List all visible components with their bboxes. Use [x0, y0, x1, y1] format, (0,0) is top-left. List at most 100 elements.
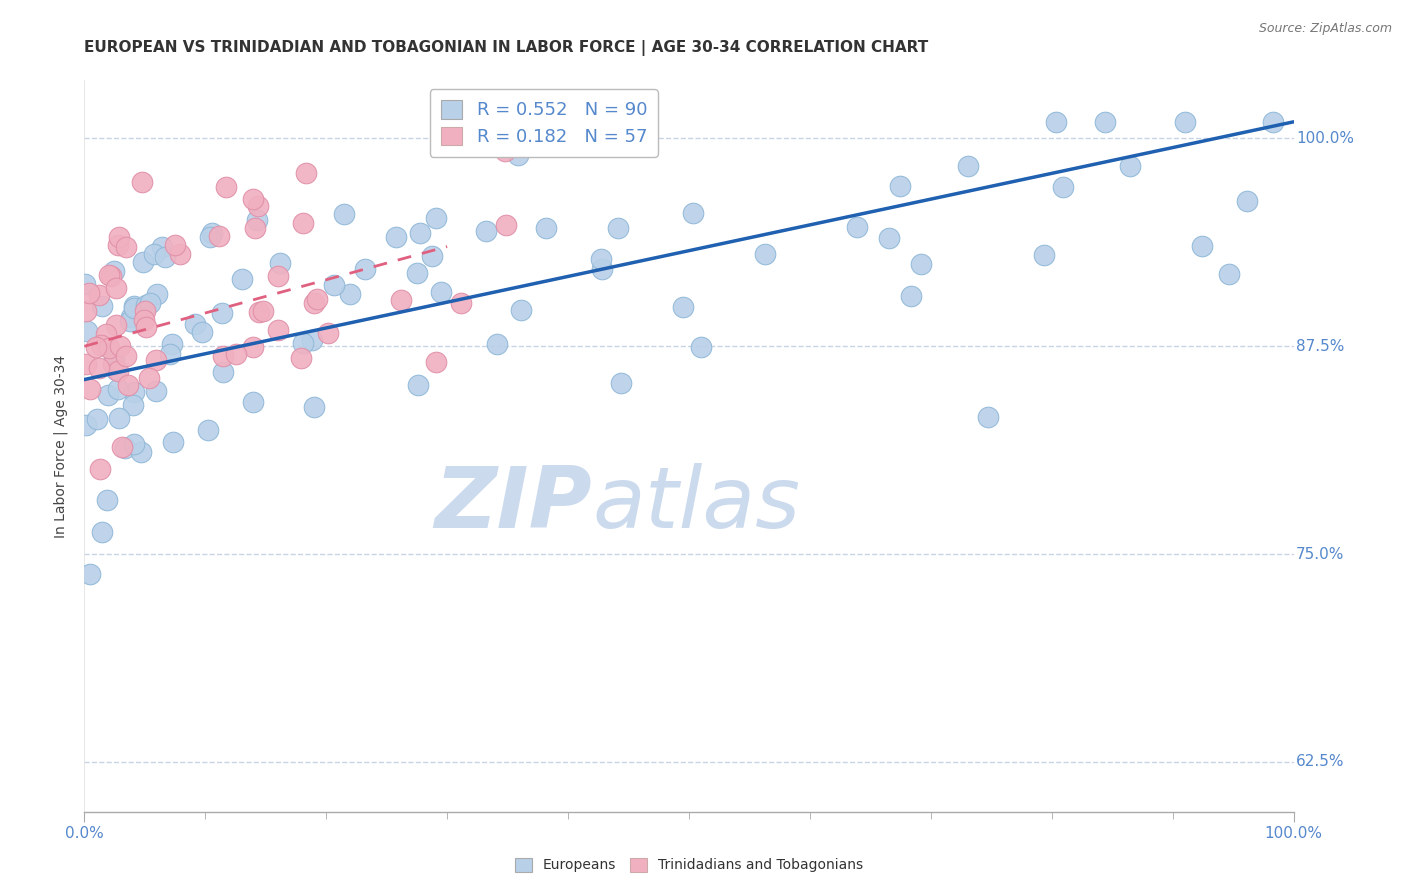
- Point: [682, 206, 704, 220]
- Point: [304, 295, 326, 310]
- Point: [98, 268, 121, 282]
- Point: [225, 347, 247, 361]
- Point: [135, 320, 157, 334]
- Point: [754, 247, 776, 261]
- Point: [91, 299, 114, 313]
- Point: [267, 268, 290, 283]
- Point: [509, 302, 531, 317]
- Point: [132, 255, 155, 269]
- Point: [118, 314, 141, 328]
- Point: [211, 365, 233, 379]
- Point: [291, 335, 314, 350]
- Text: ZIP: ZIP: [434, 463, 592, 546]
- Point: [122, 299, 145, 313]
- Point: [672, 300, 695, 314]
- Point: [75, 417, 97, 432]
- Point: [1094, 115, 1116, 129]
- Point: [425, 355, 447, 369]
- Point: [107, 364, 129, 378]
- Point: [246, 212, 269, 227]
- Text: 62.5%: 62.5%: [1296, 755, 1344, 769]
- Point: [111, 440, 134, 454]
- Point: [420, 248, 443, 262]
- Point: [160, 336, 183, 351]
- Point: [103, 352, 125, 367]
- Point: [430, 285, 453, 299]
- Point: [183, 317, 205, 331]
- Point: [208, 229, 231, 244]
- Point: [1174, 115, 1197, 129]
- Point: [89, 288, 111, 302]
- Text: 100.0%: 100.0%: [1296, 131, 1354, 146]
- Point: [91, 524, 114, 539]
- Point: [97, 388, 120, 402]
- Point: [1191, 238, 1213, 252]
- Point: [90, 337, 112, 351]
- Point: [86, 340, 108, 354]
- Text: Source: ZipAtlas.com: Source: ZipAtlas.com: [1258, 22, 1392, 36]
- Point: [169, 247, 191, 261]
- Point: [211, 306, 233, 320]
- Point: [245, 220, 267, 235]
- Point: [354, 261, 377, 276]
- Point: [122, 385, 145, 400]
- Point: [108, 229, 131, 244]
- Point: [1118, 159, 1140, 173]
- Point: [197, 423, 219, 437]
- Point: [1052, 180, 1074, 194]
- Point: [461, 137, 484, 152]
- Point: [471, 131, 494, 145]
- Point: [495, 219, 517, 233]
- Point: [242, 340, 264, 354]
- Point: [302, 401, 325, 415]
- Point: [610, 376, 633, 390]
- Point: [956, 159, 979, 173]
- Point: [117, 377, 139, 392]
- Point: [406, 377, 429, 392]
- Point: [242, 192, 264, 206]
- Point: [333, 207, 356, 221]
- Point: [389, 293, 412, 307]
- Point: [231, 272, 253, 286]
- Point: [96, 493, 118, 508]
- Point: [107, 410, 129, 425]
- Point: [1033, 248, 1056, 262]
- Point: [132, 313, 155, 327]
- Point: [76, 324, 98, 338]
- Text: EUROPEAN VS TRINIDADIAN AND TOBAGONIAN IN LABOR FORCE | AGE 30-34 CORRELATION CH: EUROPEAN VS TRINIDADIAN AND TOBAGONIAN I…: [84, 40, 928, 56]
- Point: [115, 239, 138, 253]
- Point: [134, 301, 156, 316]
- Point: [606, 220, 628, 235]
- Point: [79, 566, 101, 581]
- Point: [129, 445, 152, 459]
- Point: [339, 286, 361, 301]
- Point: [291, 216, 314, 230]
- Point: [145, 353, 167, 368]
- Point: [900, 289, 922, 303]
- Point: [75, 303, 97, 318]
- Point: [105, 363, 128, 377]
- Point: [450, 296, 472, 310]
- Point: [200, 230, 222, 244]
- Point: [100, 269, 122, 284]
- Point: [124, 301, 146, 315]
- Point: [318, 326, 340, 340]
- Point: [104, 281, 127, 295]
- Point: [89, 462, 111, 476]
- Point: [79, 382, 101, 396]
- Text: 75.0%: 75.0%: [1296, 547, 1344, 562]
- Point: [153, 250, 176, 264]
- Point: [475, 224, 498, 238]
- Point: [247, 305, 270, 319]
- Point: [108, 339, 131, 353]
- Point: [131, 175, 153, 189]
- Point: [589, 252, 612, 267]
- Point: [135, 298, 157, 312]
- Point: [425, 211, 447, 225]
- Point: [120, 310, 142, 324]
- Point: [75, 357, 97, 371]
- Point: [98, 341, 121, 355]
- Point: [77, 285, 100, 300]
- Point: [104, 318, 127, 332]
- Point: [212, 350, 235, 364]
